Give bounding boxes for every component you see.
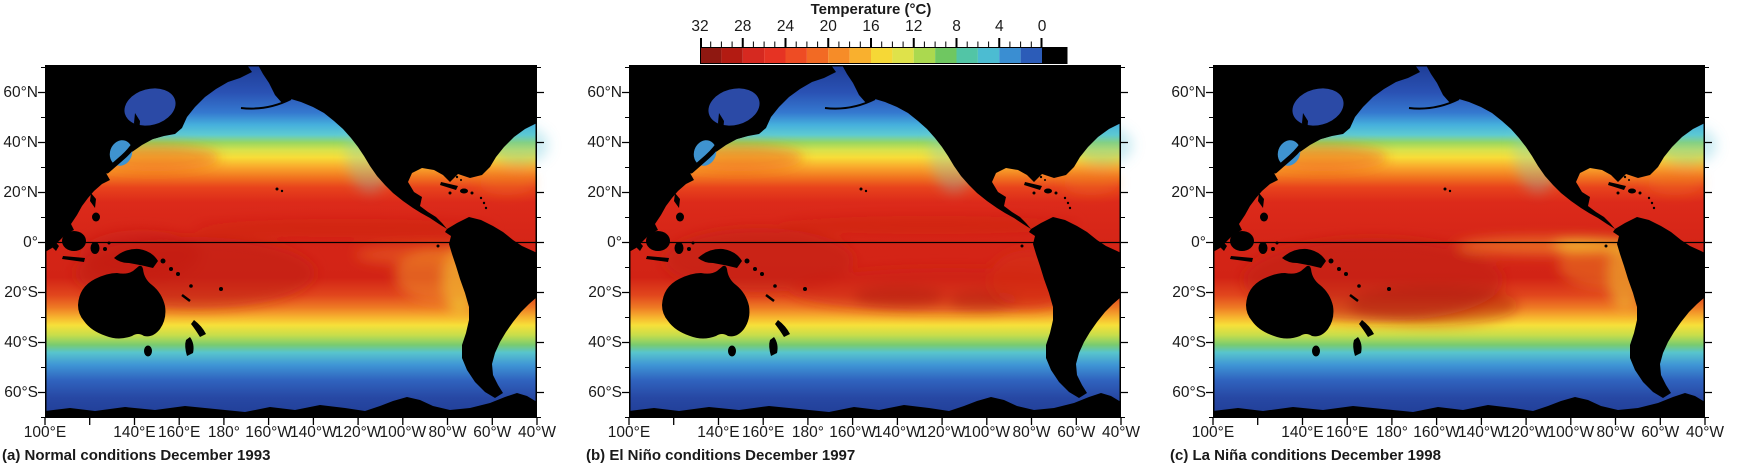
lon-label: 80°W <box>1596 424 1635 441</box>
lat-label: 60°N <box>3 83 38 101</box>
colorbar-tick-label: 12 <box>905 18 923 35</box>
lon-label: 120°W <box>334 424 382 441</box>
plot-border <box>1213 65 1705 418</box>
colorbar-border <box>700 47 1068 64</box>
lon-label: 120°W <box>918 424 966 441</box>
colorbar-tick-label: 4 <box>994 18 1004 35</box>
lat-label: 40°N <box>1171 133 1206 151</box>
colorbar-minor-ticks <box>710 41 1032 47</box>
colorbar-svg <box>700 38 1068 64</box>
lon-label: 140°W <box>290 424 337 441</box>
lon-label: 140°E <box>697 424 740 441</box>
panel-a-lon-axis: 100°E 140°E 160°E 180° 160°W 140°W 120°W… <box>24 424 556 442</box>
lat-label: 40°S <box>1172 333 1206 351</box>
lat-label: 0° <box>1191 233 1206 251</box>
lon-label: 180° <box>791 424 824 441</box>
panel-a-map <box>37 65 549 426</box>
lon-label: 120°W <box>1502 424 1550 441</box>
colorbar-tick-label: 28 <box>734 18 752 35</box>
lon-label: 140°E <box>1281 424 1324 441</box>
lat-label: 40°N <box>587 133 622 151</box>
lat-label: 0° <box>607 233 622 251</box>
panel-c-lat-axis: 60°N 40°N 20°N 0° 20°S 40°S 60°S <box>1162 84 1206 402</box>
colorbar-tick-label: 16 <box>862 18 880 35</box>
lon-label: 100°W <box>379 424 427 441</box>
panel-c-map <box>1205 65 1717 426</box>
panel-c-lon-axis: 100°E 140°E 160°E 180° 160°W 140°W 120°W… <box>1192 424 1724 442</box>
lon-label: 100°E <box>1191 424 1235 441</box>
lat-label: 60°S <box>1172 383 1206 401</box>
lon-label: 160°E <box>1325 424 1369 441</box>
lat-label: 20°S <box>588 283 622 301</box>
lon-label: 60°W <box>473 424 512 441</box>
lat-label: 40°S <box>4 333 38 351</box>
lon-label: 180° <box>1375 424 1408 441</box>
lat-label: 20°N <box>587 183 622 201</box>
panel-b-svg <box>621 65 1133 426</box>
lon-label: 40°W <box>1685 424 1725 441</box>
colorbar-tick-label: 24 <box>776 18 795 35</box>
colorbar-tick-labels: 32 28 24 20 16 12 8 4 0 <box>691 18 1046 36</box>
colorbar <box>700 38 1068 64</box>
lon-label: 160°E <box>157 424 201 441</box>
colorbar-title: Temperature (°C) <box>810 1 932 18</box>
panel-b-lon-axis: 100°E 140°E 160°E 180° 160°W 140°W 120°W… <box>608 424 1140 442</box>
panel-b-map <box>621 65 1133 426</box>
lon-label: 160°W <box>245 424 292 441</box>
lon-label: 140°W <box>874 424 921 441</box>
lon-label: 140°W <box>1458 424 1505 441</box>
lat-label: 20°N <box>3 183 38 201</box>
lat-label: 20°S <box>1172 283 1206 301</box>
lon-label: 160°W <box>1413 424 1460 441</box>
lon-label: 140°E <box>113 424 156 441</box>
panel-c-caption: (c) La Niña conditions December 1998 <box>1170 447 1441 464</box>
lon-label: 60°W <box>1641 424 1680 441</box>
lon-label: 100°E <box>607 424 651 441</box>
lat-label: 20°N <box>1171 183 1206 201</box>
panel-a-svg <box>37 65 549 426</box>
lat-label: 60°S <box>588 383 622 401</box>
lon-label: 180° <box>207 424 240 441</box>
lon-label: 100°W <box>963 424 1011 441</box>
lon-label: 160°E <box>741 424 785 441</box>
lat-label: 40°N <box>3 133 38 151</box>
panel-a-caption: (a) Normal conditions December 1993 <box>2 447 271 464</box>
plot-border <box>629 65 1121 418</box>
lat-label: 40°S <box>588 333 622 351</box>
lat-label: 60°N <box>587 83 622 101</box>
lon-label: 80°W <box>428 424 467 441</box>
colorbar-tick-label: 0 <box>1037 18 1047 35</box>
colorbar-major-ticks <box>700 38 1043 47</box>
lon-label: 60°W <box>1057 424 1096 441</box>
panel-c-svg <box>1205 65 1717 426</box>
panel-b-lat-axis: 60°N 40°N 20°N 0° 20°S 40°S 60°S <box>578 84 622 402</box>
colorbar-segments <box>700 47 1067 64</box>
panel-a-lat-axis: 60°N 40°N 20°N 0° 20°S 40°S 60°S <box>0 84 38 402</box>
lat-label: 60°N <box>1171 83 1206 101</box>
lon-label: 40°W <box>1101 424 1141 441</box>
lon-label: 40°W <box>517 424 557 441</box>
panel-b-caption: (b) El Niño conditions December 1997 <box>586 447 856 464</box>
lon-label: 100°W <box>1547 424 1595 441</box>
lat-label: 0° <box>23 233 38 251</box>
colorbar-tick-label: 8 <box>952 18 961 35</box>
colorbar-tick-label: 20 <box>819 18 837 35</box>
lon-label: 80°W <box>1012 424 1051 441</box>
colorbar-tick-label: 32 <box>691 18 709 35</box>
lat-label: 20°S <box>4 283 38 301</box>
plot-border <box>45 65 537 418</box>
lon-label: 160°W <box>829 424 876 441</box>
lon-label: 100°E <box>23 424 67 441</box>
lat-label: 60°S <box>4 383 38 401</box>
